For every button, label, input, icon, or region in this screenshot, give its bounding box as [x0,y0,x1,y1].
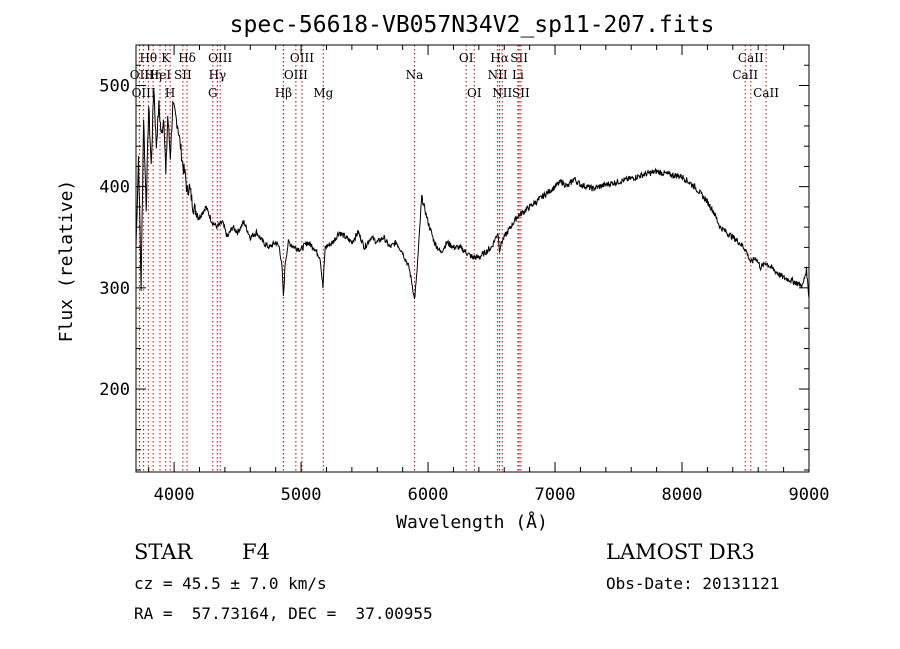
plot-frame [135,44,810,473]
redshift-text: cz = 45.5 ± 7.0 km/s [134,574,327,593]
spectrum-line [135,89,810,300]
object-type: STAR [134,540,193,564]
line-label-19: Hα [490,51,509,65]
line-label-6: H [165,86,175,100]
line-label-24: SII [512,86,530,100]
line-label-1: OII [130,68,150,82]
line-label-8: SII [174,68,192,82]
coordinates: RA = 57.73164, DEC = 37.00955 [134,604,433,623]
line-label-5: HeI [149,68,172,82]
line-label-16: Na [406,68,424,82]
subclass: F4 [242,540,270,564]
x-tick-label-0: 4000 [154,485,195,505]
line-label-14: Hβ [275,86,292,100]
line-label-0: Hθ [139,51,157,65]
chart-title: spec-56618-VB057N34V2_sp11-207.fits [230,12,715,38]
emission-line-markers: Hθ OII OIII Hη K HeI H Hδ SII OIII Hγ G OIII OIII Hβ Mg… [130,45,779,472]
line-label-13: OIII [284,68,308,82]
y-tick-label-3: 500 [99,76,130,96]
line-label-18: OI [467,86,482,100]
y-tick-label-1: 300 [99,279,130,299]
spectrum-series [135,89,810,300]
x-tick-label-4: 8000 [662,485,703,505]
x-tick-label-2: 6000 [408,485,449,505]
x-tick-label-3: 7000 [535,485,576,505]
y-axis-label: Flux (relative) [56,180,77,343]
line-label-3: Hη [144,68,162,82]
line-label-2: OIII [132,86,156,100]
line-label-4: K [161,51,171,65]
line-label-17: OI [459,51,474,65]
line-label-23: Li [512,68,524,82]
survey-name: LAMOST DR3 [606,540,755,564]
line-label-9: OIII [208,51,232,65]
x-axis-label: Wavelength (Å) [396,511,548,533]
line-label-15: Mg [313,86,333,100]
line-label-22: SII [510,51,528,65]
line-label-12: OIII [290,51,314,65]
line-label-27: CaII [753,86,779,100]
line-label-20: NII [488,68,508,82]
axis-ticks: 4000 5000 6000 7000 8000 9000 200 300 400 500 [99,45,829,505]
line-label-25: CaII [738,51,764,65]
y-tick-label-0: 200 [99,380,130,400]
y-tick-label-2: 400 [99,178,130,198]
x-tick-label-1: 5000 [281,485,322,505]
x-tick-label-5: 9000 [789,485,830,505]
line-label-10: Hγ [209,68,227,82]
line-label-11: G [208,86,218,100]
line-label-7: Hδ [178,51,196,65]
line-label-26: CaII [732,68,758,82]
obs-date: Obs-Date: 20131121 [606,574,780,593]
line-label-21: NII [492,86,512,100]
